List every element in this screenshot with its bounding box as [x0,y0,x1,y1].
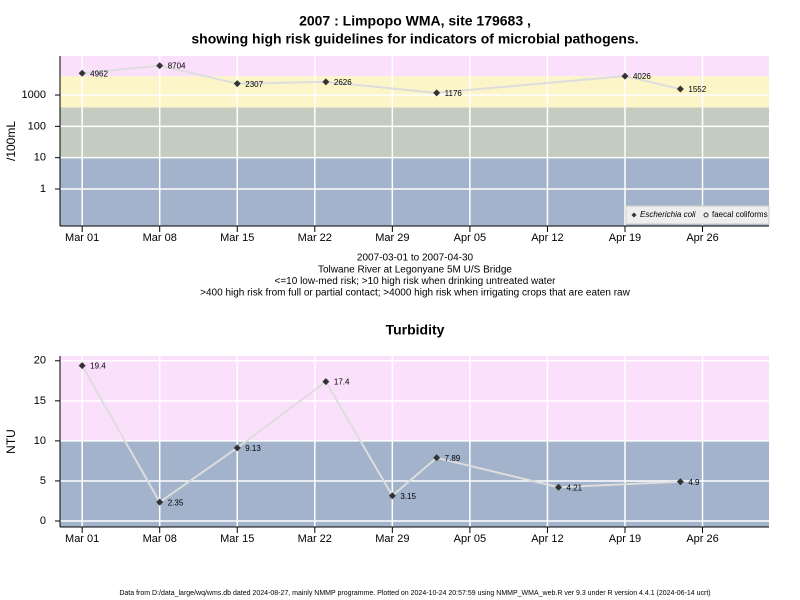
x-tick-label: Mar 22 [298,232,332,244]
x-tick-label: Mar 22 [298,533,332,545]
data-point [676,85,684,93]
data-point [78,69,86,77]
data-point [322,378,330,386]
data-label: 3.15 [400,492,416,501]
x-tick-label: Mar 08 [143,533,177,545]
legend-label: Escherichia coli [640,210,696,219]
note: >400 high risk from full or partial cont… [200,288,630,299]
data-point [233,444,241,452]
y-tick-label: 5 [40,475,46,487]
data-label: 4962 [90,69,108,78]
x-tick-label: Mar 01 [65,232,99,244]
risk-band [60,440,769,527]
y-axis-label: NTU [4,429,18,454]
data-label: 2307 [245,80,263,89]
x-tick-label: Apr 19 [609,232,641,244]
x-tick-label: Apr 12 [531,533,563,545]
data-point [156,498,164,506]
data-point [676,478,684,486]
data-point [233,80,241,88]
risk-band [60,356,769,441]
data-point [433,89,441,97]
data-label: 1552 [688,85,706,94]
y-tick-label: 10 [34,152,46,164]
footer: Data from D:/data_large/wq/wms.db dated … [119,590,710,597]
data-point [433,454,441,462]
x-tick-label: Apr 12 [531,232,563,244]
data-label: 4026 [633,72,651,81]
data-label: 1176 [445,89,463,98]
chart-title: Turbidity [386,322,445,338]
data-point [388,492,396,500]
x-tick-label: Mar 29 [375,232,409,244]
data-point [555,483,563,491]
x-tick-label: Apr 26 [686,533,718,545]
risk-band [60,76,769,108]
x-tick-label: Apr 05 [454,232,486,244]
y-axis-label: /100mL [4,121,18,161]
data-label: 19.4 [90,362,106,371]
series-line [81,365,681,504]
data-point [621,72,629,80]
x-tick-label: Mar 08 [143,232,177,244]
chart-title: 2007 : Limpopo WMA, site 179683 , [299,13,531,29]
data-label: 4.21 [567,483,583,492]
legend-box [625,205,770,225]
legend-marker [703,212,709,218]
x-tick-label: Mar 01 [65,533,99,545]
y-tick-label: 1000 [22,89,46,101]
data-label: 2626 [334,78,352,87]
chart-title: showing high risk guidelines for indicat… [191,31,638,47]
x-tick-label: Mar 29 [375,533,409,545]
note: 2007-03-01 to 2007-04-30 [357,253,474,264]
y-tick-label: 1 [40,183,46,195]
legend: Escherichia coli faecal coliforms [625,205,770,225]
data-label: 7.89 [445,454,461,463]
data-point [156,62,164,70]
risk-band [60,56,769,77]
x-tick-label: Apr 19 [609,533,641,545]
y-tick-label: 100 [28,120,46,132]
x-tick-label: Mar 15 [220,533,254,545]
data-point [322,78,330,86]
legend-label: faecal coliforms [712,210,768,219]
legend-marker [631,212,637,218]
x-tick-label: Apr 05 [454,533,486,545]
risk-band [60,107,769,158]
x-tick-label: Apr 26 [686,232,718,244]
data-label: 17.4 [334,378,350,387]
x-tick-label: Mar 15 [220,232,254,244]
note: Tolwane River at Legonyane 5M U/S Bridge [318,264,512,275]
y-tick-label: 10 [34,435,46,447]
data-label: 8704 [168,62,186,71]
data-point [78,362,86,370]
note: <=10 low-med risk; >10 high risk when dr… [275,276,557,287]
y-tick-label: 20 [34,355,46,367]
y-tick-label: 15 [34,395,46,407]
data-label: 4.9 [688,478,700,487]
y-tick-label: 0 [40,515,46,527]
data-label: 9.13 [245,444,261,453]
data-label: 2.35 [168,498,184,507]
